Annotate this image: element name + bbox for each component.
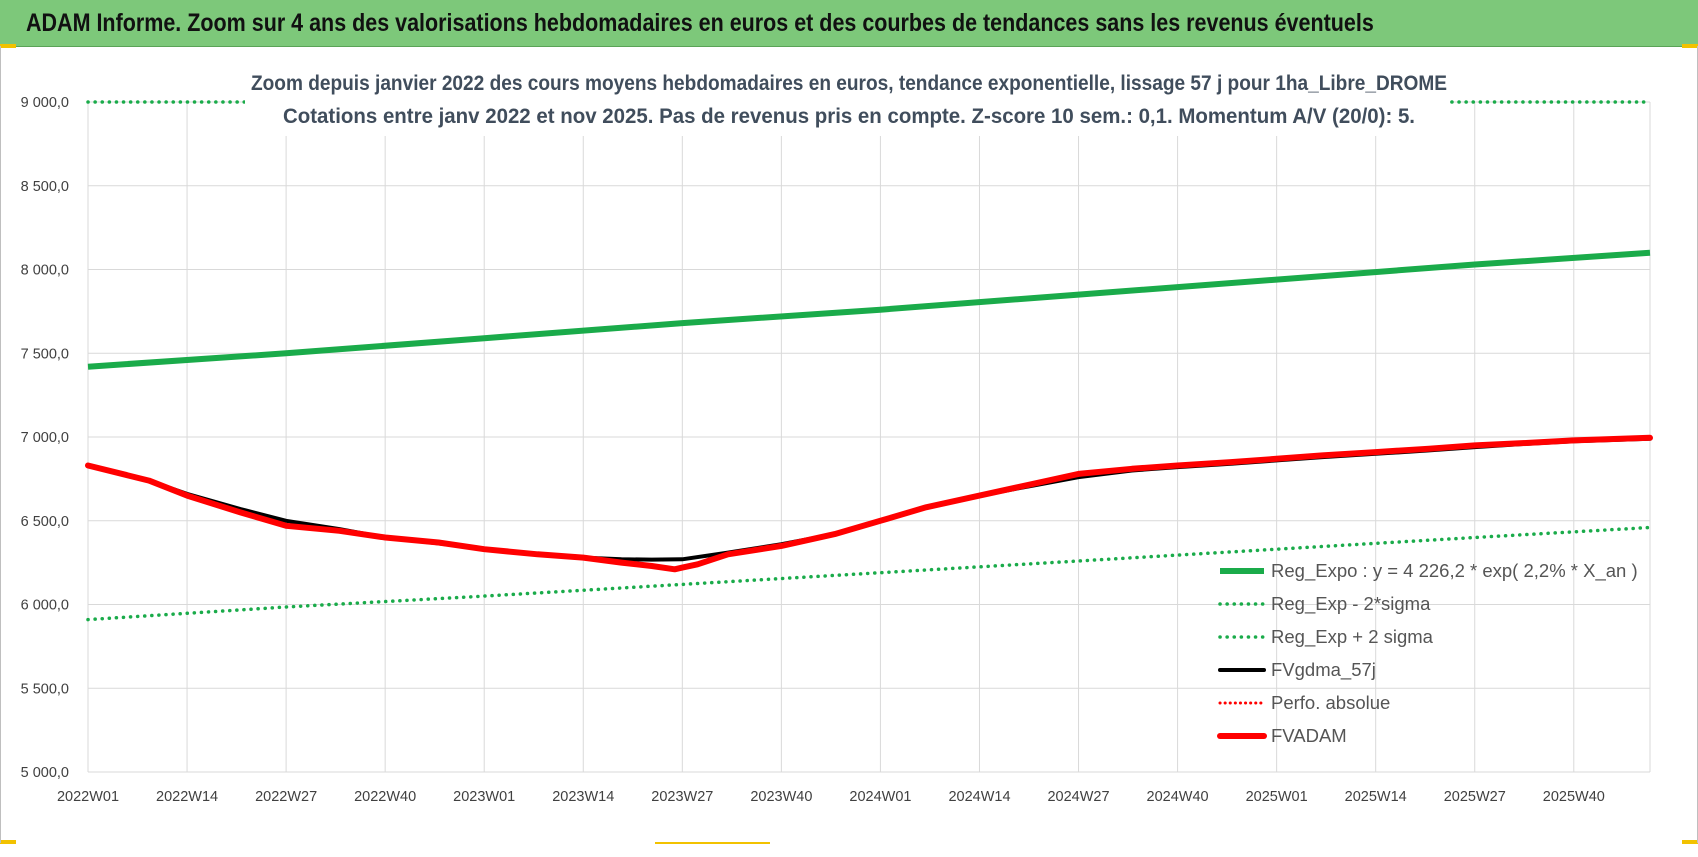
legend-label-reg-minus: Reg_Exp - 2*sigma bbox=[1271, 593, 1431, 615]
x-tick-label: 2023W01 bbox=[453, 789, 515, 805]
x-tick-label: 2025W14 bbox=[1345, 789, 1407, 805]
x-tick-label: 2024W40 bbox=[1147, 789, 1209, 805]
legend-label-fvadam: FVADAM bbox=[1271, 725, 1347, 746]
y-tick-label: 5 000,0 bbox=[21, 765, 69, 781]
report-header bbox=[0, 0, 1698, 47]
legend-label-perfo: Perfo. absolue bbox=[1271, 692, 1390, 713]
corner-mark bbox=[1682, 840, 1698, 844]
y-tick-label: 7 500,0 bbox=[21, 346, 69, 362]
x-tick-label: 2022W27 bbox=[255, 789, 317, 805]
y-tick-label: 8 500,0 bbox=[21, 179, 69, 195]
x-tick-label: 2023W40 bbox=[750, 789, 812, 805]
y-tick-label: 6 000,0 bbox=[21, 598, 69, 614]
chart-title: Zoom depuis janvier 2022 des cours moyen… bbox=[251, 72, 1447, 95]
x-tick-label: 2025W01 bbox=[1246, 789, 1308, 805]
title-backdrop bbox=[245, 62, 1450, 136]
grid bbox=[87, 101, 1651, 773]
corner-mark bbox=[1682, 44, 1698, 48]
chart-subtitle: Cotations entre janv 2022 et nov 2025. P… bbox=[283, 105, 1415, 128]
x-tick-label: 2025W40 bbox=[1543, 789, 1605, 805]
frame-border bbox=[0, 46, 1, 843]
legend-label-reg-plus: Reg_Exp + 2 sigma bbox=[1271, 626, 1434, 648]
corner-mark bbox=[0, 840, 16, 844]
series-line-fvadam bbox=[85, 434, 1653, 573]
x-tick-label: 2023W27 bbox=[651, 789, 713, 805]
series-layer bbox=[85, 100, 1653, 622]
series-line-fvgdma bbox=[86, 436, 1652, 562]
y-axis: 5 000,0 5 500,0 6 000,0 6 500,0 7 000,0 7 500… bbox=[21, 95, 69, 781]
y-tick-label: 6 500,0 bbox=[21, 514, 69, 530]
y-tick-label: 9 000,0 bbox=[21, 95, 69, 111]
legend: Reg_Expo : y = 4 226,2 * exp( 2,2% * X_a… bbox=[1217, 560, 1638, 746]
report-title: ADAM Informe. Zoom sur 4 ans des valoris… bbox=[26, 9, 1374, 37]
y-tick-label: 8 000,0 bbox=[21, 263, 69, 279]
y-tick-label: 7 000,0 bbox=[21, 430, 69, 446]
scrollbar-mark bbox=[655, 842, 770, 844]
series-line-reg-expo bbox=[87, 249, 1651, 370]
corner-mark bbox=[0, 44, 16, 48]
x-tick-label: 2024W01 bbox=[849, 789, 911, 805]
y-tick-label: 5 500,0 bbox=[21, 681, 69, 697]
x-axis: 2022W01 2022W14 2022W27 2022W40 2023W01 2023W… bbox=[57, 789, 1605, 805]
x-tick-label: 2022W14 bbox=[156, 789, 218, 805]
x-tick-label: 2022W01 bbox=[57, 789, 119, 805]
series-line-reg-minus bbox=[86, 525, 1652, 622]
legend-label-reg-expo: Reg_Expo : y = 4 226,2 * exp( 2,2% * X_a… bbox=[1271, 560, 1638, 582]
x-tick-label: 2024W14 bbox=[948, 789, 1010, 805]
x-tick-label: 2023W14 bbox=[552, 789, 614, 805]
x-tick-label: 2025W27 bbox=[1444, 789, 1506, 805]
legend-label-fvgdma: FVgdma_57j bbox=[1271, 659, 1376, 681]
x-tick-label: 2024W27 bbox=[1047, 789, 1109, 805]
x-tick-label: 2022W40 bbox=[354, 789, 416, 805]
